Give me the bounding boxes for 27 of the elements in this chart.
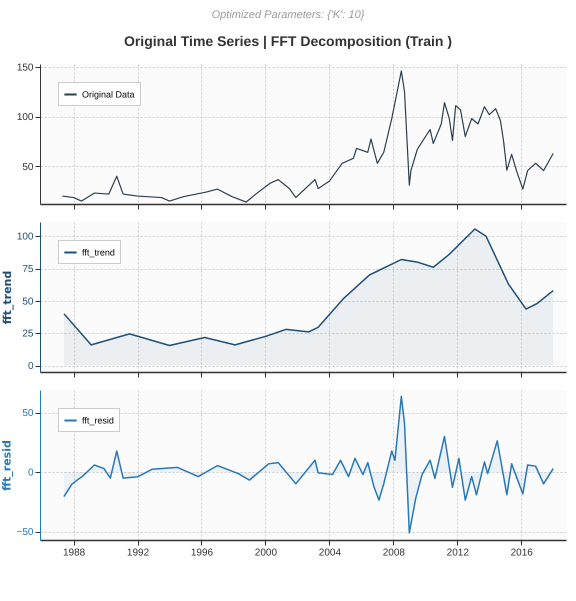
x-tick-label: 2016 [510, 548, 534, 558]
x-tick-label: 1992 [126, 548, 150, 558]
chart-title: Original Time Series | FFT Decomposition (Train ) [122, 32, 454, 52]
y-tick-label: 50 [22, 162, 34, 173]
y-tick-label: −50 [16, 527, 34, 538]
y-axis-title: fft_resid [0, 440, 14, 491]
line-series [62, 70, 554, 203]
y-tick-label: 100 [16, 112, 34, 124]
legend-label: fft_trend [82, 248, 115, 258]
y-tick-label: 0 [28, 361, 34, 372]
x-tick-label: 1996 [190, 548, 214, 558]
x-tick-label: 2008 [382, 548, 406, 558]
x-tick-label: 2012 [446, 548, 470, 558]
chart-subtitle: Optimized Parameters: {'K': 10} [210, 8, 366, 23]
x-tick-label: 2000 [254, 548, 278, 558]
y-tick-label: 25 [22, 328, 34, 340]
legend-label: fft_resid [82, 416, 114, 426]
x-tick-label: 2004 [318, 548, 342, 558]
y-tick-label: 50 [22, 296, 34, 308]
y-axis-title: fft_trend [0, 270, 14, 324]
y-tick-label: 50 [22, 408, 34, 420]
y-tick-label: 75 [22, 264, 34, 276]
y-tick-label: 100 [16, 232, 34, 243]
x-tick-label: 1988 [62, 548, 86, 558]
y-tick-label: 150 [16, 62, 34, 74]
y-tick-label: 0 [28, 468, 34, 479]
legend-label: Original Data [82, 90, 135, 100]
